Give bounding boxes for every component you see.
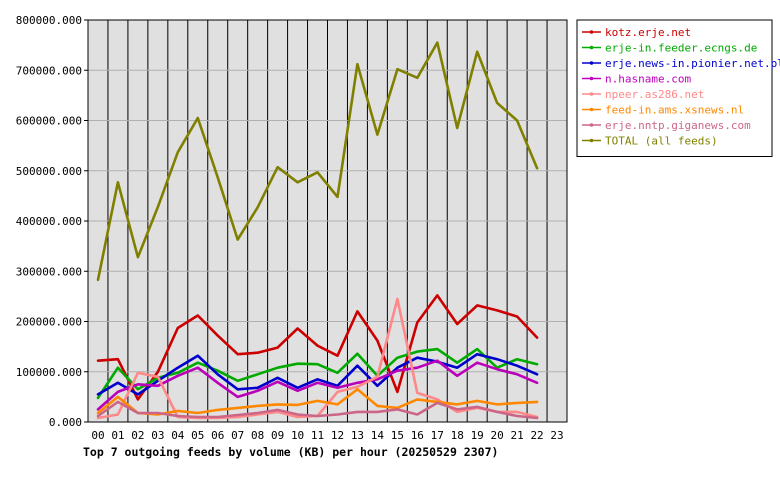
legend-entry-label: erje.news-in.pionier.net.pl <box>605 57 780 70</box>
legend-entry-label: kotz.erje.net <box>605 26 691 39</box>
x-tick-label: 05 <box>191 429 204 442</box>
legend-swatch-marker <box>589 107 594 112</box>
y-tick-label: 700000.000 <box>16 64 82 77</box>
x-tick-label: 04 <box>171 429 185 442</box>
legend-swatch-marker <box>589 45 594 50</box>
legend-entry-label: n.hasname.com <box>605 73 691 86</box>
y-tick-label: 300000.000 <box>16 265 82 278</box>
legend-entry-label: feed-in.ams.xsnews.nl <box>605 104 744 117</box>
x-tick-label: 03 <box>151 429 164 442</box>
legend-box <box>576 19 773 157</box>
legend-swatch-marker <box>589 123 594 127</box>
series-line-5 <box>96 387 539 416</box>
series-line-7 <box>96 41 539 282</box>
x-tick-label: 11 <box>311 429 324 442</box>
y-tick-label: 0.000 <box>49 416 82 429</box>
legend-entry-label: erje.nntp.giganews.com <box>605 119 751 132</box>
y-tick-label: 100000.000 <box>16 366 82 379</box>
x-tick-label: 07 <box>231 429 244 442</box>
series-line-6 <box>96 400 539 420</box>
series-lines <box>96 41 539 420</box>
chart-title: Top 7 outgoing feeds by volume (KB) per … <box>83 445 498 459</box>
x-tick-label: 08 <box>251 429 264 442</box>
legend-entry-label: erje-in.feeder.ecngs.de <box>605 42 757 55</box>
series-line-3 <box>96 359 539 411</box>
legend-swatch-marker <box>589 30 594 34</box>
x-tick-label: 17 <box>431 429 444 442</box>
legend: kotz.erje.net erje-in.feeder.ecngs.de erje… <box>576 19 780 157</box>
x-tick-label: 19 <box>471 429 484 442</box>
y-tick-label: 800000.000 <box>16 14 82 27</box>
x-tick-label: 01 <box>111 429 124 442</box>
x-tick-label: 21 <box>510 429 523 442</box>
x-tick-label: 10 <box>291 429 304 442</box>
x-tick-label: 06 <box>211 429 224 442</box>
y-tick-label: 600000.000 <box>16 115 82 128</box>
x-tick-label: 09 <box>271 429 284 442</box>
legend-swatch-marker <box>589 76 594 81</box>
x-tick-label: 22 <box>530 429 543 442</box>
x-tick-label: 14 <box>371 429 385 442</box>
legend-entry-label: TOTAL (all feeds) <box>605 135 718 148</box>
legend-swatch-marker <box>589 92 594 96</box>
x-tick-label: 00 <box>91 429 104 442</box>
x-tick-label: 23 <box>550 429 563 442</box>
series-line-0 <box>96 294 539 401</box>
x-tick-label: 20 <box>491 429 504 442</box>
x-tick-label: 16 <box>411 429 424 442</box>
y-tick-label: 200000.000 <box>16 316 82 329</box>
x-tick-label: 12 <box>331 429 344 442</box>
x-tick-label: 15 <box>391 429 404 442</box>
x-tick-label: 13 <box>351 429 364 442</box>
y-tick-label: 400000.000 <box>16 215 82 228</box>
legend-swatch-marker <box>589 138 594 143</box>
legend-swatch-marker <box>589 61 594 65</box>
series-line-2 <box>96 352 539 396</box>
axes: 0.000 100000.000 200000.000 300000.000 40000… <box>16 14 568 442</box>
x-tick-label: 02 <box>131 429 144 442</box>
series-line-1 <box>96 347 539 400</box>
x-tick-label: 18 <box>451 429 464 442</box>
y-tick-label: 500000.000 <box>16 165 82 178</box>
legend-entry-label: npeer.as286.net <box>605 88 704 101</box>
